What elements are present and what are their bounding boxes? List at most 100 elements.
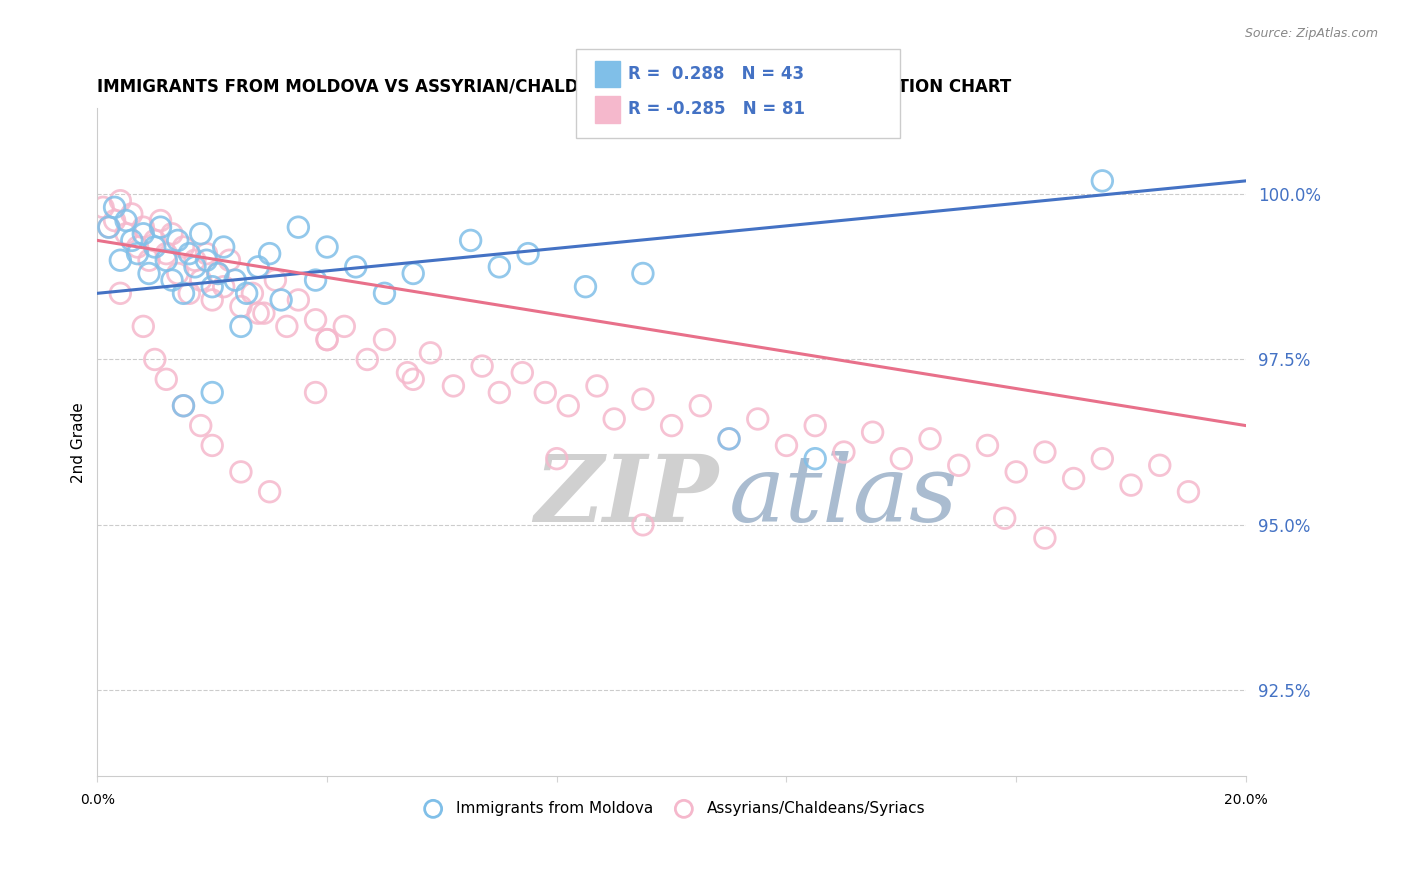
Point [557, 399, 579, 413]
Legend: Immigrants from Moldova, Assyrians/Chaldeans/Syriacs: Immigrants from Moldova, Assyrians/Chald… [412, 795, 932, 822]
Point [1091, 174, 1114, 188]
Point [373, 286, 395, 301]
Point [190, 418, 212, 433]
Point [201, 293, 224, 307]
Text: R = -0.285   N = 81: R = -0.285 N = 81 [628, 100, 806, 118]
Point [419, 346, 441, 360]
Point [166, 267, 188, 281]
Point [402, 267, 425, 281]
Point [316, 240, 339, 254]
Point [229, 319, 252, 334]
Point [235, 286, 257, 301]
Point [948, 458, 970, 473]
Point [631, 392, 654, 406]
Point [270, 293, 292, 307]
Point [689, 399, 711, 413]
Point [195, 246, 218, 260]
Point [127, 240, 149, 254]
Point [143, 352, 166, 367]
Point [1119, 478, 1142, 492]
Point [832, 445, 855, 459]
Point [121, 207, 143, 221]
Point [132, 319, 155, 334]
Point [138, 267, 160, 281]
Point [247, 260, 270, 274]
Point [253, 306, 276, 320]
Point [132, 227, 155, 241]
Point [103, 213, 125, 227]
Point [97, 220, 120, 235]
Point [718, 432, 741, 446]
Text: R =  0.288   N = 43: R = 0.288 N = 43 [628, 65, 804, 83]
Point [110, 253, 132, 268]
Point [173, 399, 195, 413]
Point [1091, 451, 1114, 466]
Point [775, 438, 797, 452]
Point [994, 511, 1017, 525]
Point [115, 213, 138, 227]
Point [155, 372, 177, 386]
Point [631, 517, 654, 532]
Point [259, 484, 281, 499]
Point [603, 412, 626, 426]
Point [143, 234, 166, 248]
Point [488, 385, 510, 400]
Point [155, 246, 177, 260]
Point [287, 293, 309, 307]
Point [91, 200, 114, 214]
Point [259, 246, 281, 260]
Point [224, 273, 246, 287]
Point [333, 319, 356, 334]
Text: 0.0%: 0.0% [80, 793, 115, 806]
Point [441, 379, 464, 393]
Point [190, 227, 212, 241]
Point [546, 451, 568, 466]
Text: 20.0%: 20.0% [1225, 793, 1268, 806]
Text: IMMIGRANTS FROM MOLDOVA VS ASSYRIAN/CHALDEAN/SYRIAC 2ND GRADE CORRELATION CHART: IMMIGRANTS FROM MOLDOVA VS ASSYRIAN/CHAL… [97, 78, 1011, 95]
Point [534, 385, 557, 400]
Point [201, 279, 224, 293]
Point [356, 352, 378, 367]
Point [212, 279, 235, 293]
Point [173, 399, 195, 413]
Point [103, 200, 125, 214]
Point [173, 240, 195, 254]
Point [264, 273, 287, 287]
Point [229, 465, 252, 479]
Point [127, 246, 149, 260]
Text: ZIP: ZIP [534, 450, 718, 541]
Text: Source: ZipAtlas.com: Source: ZipAtlas.com [1244, 27, 1378, 40]
Point [976, 438, 998, 452]
Point [304, 385, 326, 400]
Point [1033, 445, 1056, 459]
Point [396, 366, 419, 380]
Point [190, 273, 212, 287]
Point [276, 319, 298, 334]
Point [207, 267, 229, 281]
Point [304, 273, 326, 287]
Point [304, 312, 326, 326]
Point [138, 253, 160, 268]
Point [804, 451, 827, 466]
Point [344, 260, 367, 274]
Point [631, 267, 654, 281]
Point [218, 253, 240, 268]
Point [918, 432, 941, 446]
Y-axis label: 2nd Grade: 2nd Grade [72, 401, 86, 483]
Point [212, 240, 235, 254]
Point [195, 253, 218, 268]
Point [179, 286, 201, 301]
Point [155, 253, 177, 268]
Point [160, 227, 183, 241]
Point [149, 213, 172, 227]
Point [586, 379, 609, 393]
Point [510, 366, 533, 380]
Point [247, 306, 270, 320]
Point [574, 279, 596, 293]
Point [110, 286, 132, 301]
Point [1005, 465, 1028, 479]
Point [471, 359, 494, 373]
Point [402, 372, 425, 386]
Point [121, 234, 143, 248]
Point [890, 451, 912, 466]
